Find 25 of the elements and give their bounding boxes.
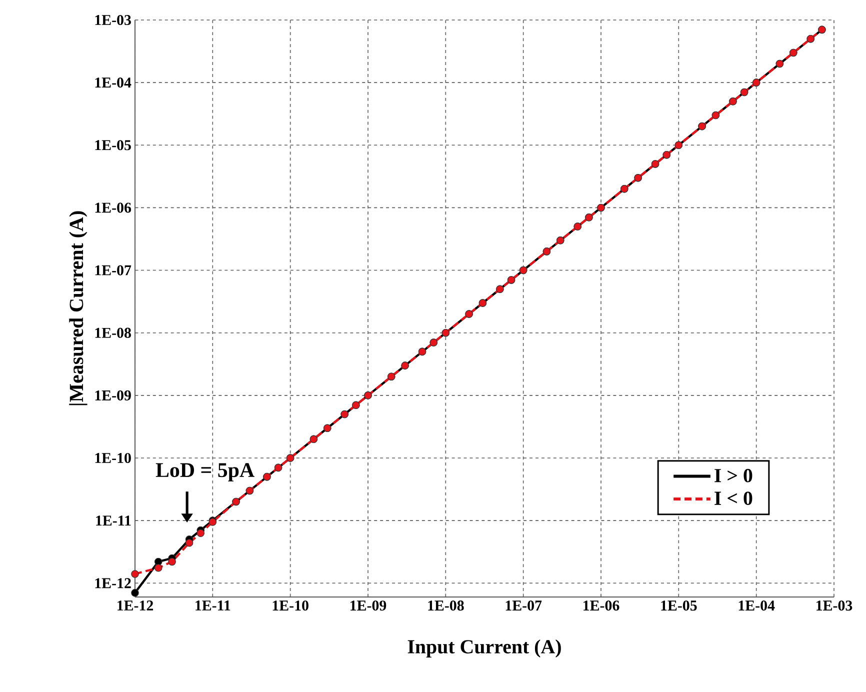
x-tick-label: 1E-09 xyxy=(350,600,386,611)
y-tick-label: 1E-07 xyxy=(95,265,132,276)
x-tick-label: 1E-06 xyxy=(584,600,620,611)
x-tick-label: 1E-04 xyxy=(738,600,775,611)
annotation: LoD = 5pA xyxy=(156,463,254,482)
x-tick-label: 1E-05 xyxy=(661,600,697,611)
y-tick-label: 1E-12 xyxy=(95,578,131,588)
legend-label: I > 0 xyxy=(714,468,752,482)
x-axis-title: Input Current (A) xyxy=(408,639,561,658)
y-axis-title: |Measured Current (A) xyxy=(69,211,88,406)
x-tick-label: 1E-07 xyxy=(506,600,542,611)
y-tick-label: 1E-06 xyxy=(95,202,132,213)
x-tick-label: 1E-11 xyxy=(196,600,230,610)
y-tick-label: 1E-03 xyxy=(95,14,131,26)
y-tick-label: 1E-10 xyxy=(95,452,131,464)
legend-label: I < 0 xyxy=(714,492,752,506)
y-tick-label: 1E-08 xyxy=(95,328,131,338)
y-tick-label: 1E-05 xyxy=(95,140,131,150)
y-tick-label: 1E-04 xyxy=(95,78,132,88)
x-tick-label: 1E-08 xyxy=(428,600,464,611)
x-tick-label: 1E-10 xyxy=(272,600,308,611)
x-tick-label: 1E-12 xyxy=(118,600,154,610)
x-tick-label: 1E-03 xyxy=(816,600,852,611)
y-tick-label: 1E-09 xyxy=(95,390,131,400)
y-tick-label: 1E-11 xyxy=(96,516,131,526)
